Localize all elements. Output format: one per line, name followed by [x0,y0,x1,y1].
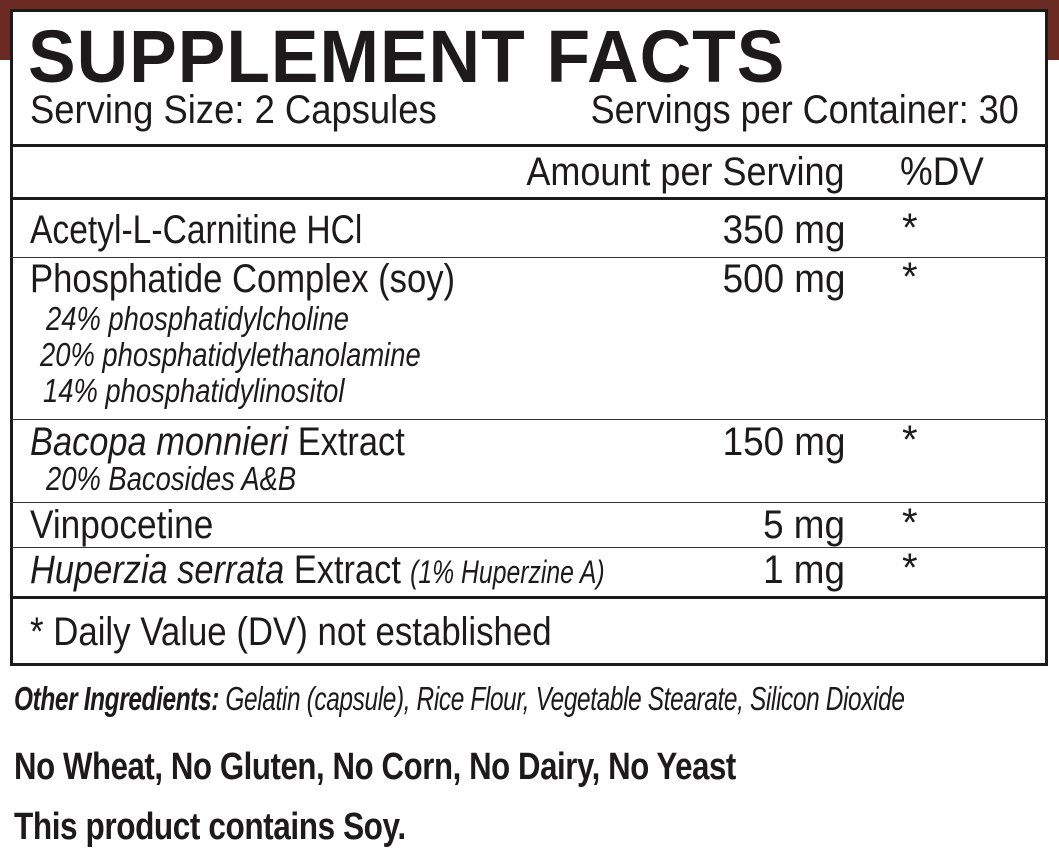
servings-per-container: Servings per Container: 30 [590,88,1019,132]
other-ingredients-label: Other Ingredients: [14,680,220,717]
ingredient-dv: * [902,255,918,299]
ingredient-name: Acetyl-L-Carnitine HCl [30,208,363,252]
ingredient-amount: 1 mg [763,548,845,592]
row-divider [10,257,1048,258]
ingredient-sub-item: 20% phosphatidylethanolamine [40,336,421,373]
ingredient-name: Bacopa monnieri Extract [30,422,405,462]
ingredient-dv: * [902,501,918,545]
ingredient-name-botanical: Bacopa monnieri [30,420,289,464]
row-divider [10,419,1048,420]
divider-thick [10,596,1048,599]
ingredient-sub-item: 20% Bacosides A&B [46,460,297,497]
ingredient-amount: 500 mg [722,257,845,301]
panel-title: SUPPLEMENT FACTS [28,15,786,98]
row-divider [10,547,1048,548]
other-ingredients: Other Ingredients: Gelatin (capsule), Ri… [14,682,905,715]
ingredient-dv: * [902,418,918,462]
ingredient-name-suffix: Extract [288,420,405,464]
other-ingredients-list: Gelatin (capsule), Rice Flour, Vegetable… [219,680,905,717]
amount-column-header: Amount per Serving [526,150,845,194]
row-divider [10,502,1048,503]
ingredient-amount: 150 mg [722,420,845,464]
ingredient-name-suffix: Extract [284,548,411,592]
ingredient-sub-item: 14% phosphatidylinositol [43,372,345,409]
ingredient-name: Phosphatide Complex (soy) [30,257,456,301]
ingredient-amount: 5 mg [763,503,845,547]
ingredient-name: Vinpocetine [30,503,214,547]
allergen-free-statement: No Wheat, No Gluten, No Corn, No Dairy, … [14,746,736,788]
supplement-facts-panel [10,9,1048,666]
ingredient-sub-item: 24% phosphatidylcholine [46,300,350,337]
ingredient-amount: 350 mg [722,208,845,252]
serving-size: Serving Size: 2 Capsules [30,88,437,132]
ingredient-dv: * [902,546,918,590]
allergen-contains-statement: This product contains Soy. [14,806,406,848]
ingredient-note: (1% Huperzine A) [410,554,606,590]
ingredient-name-botanical: Huperzia serrata [30,548,285,592]
dv-column-header: %DV [900,150,984,194]
divider-header [10,197,1048,200]
ingredient-name: Huperzia serrata Extract (1% Huperzine A… [30,550,627,590]
divider-thick [10,144,1048,147]
ingredient-dv: * [902,206,918,250]
daily-value-footnote: * Daily Value (DV) not established [30,610,552,654]
